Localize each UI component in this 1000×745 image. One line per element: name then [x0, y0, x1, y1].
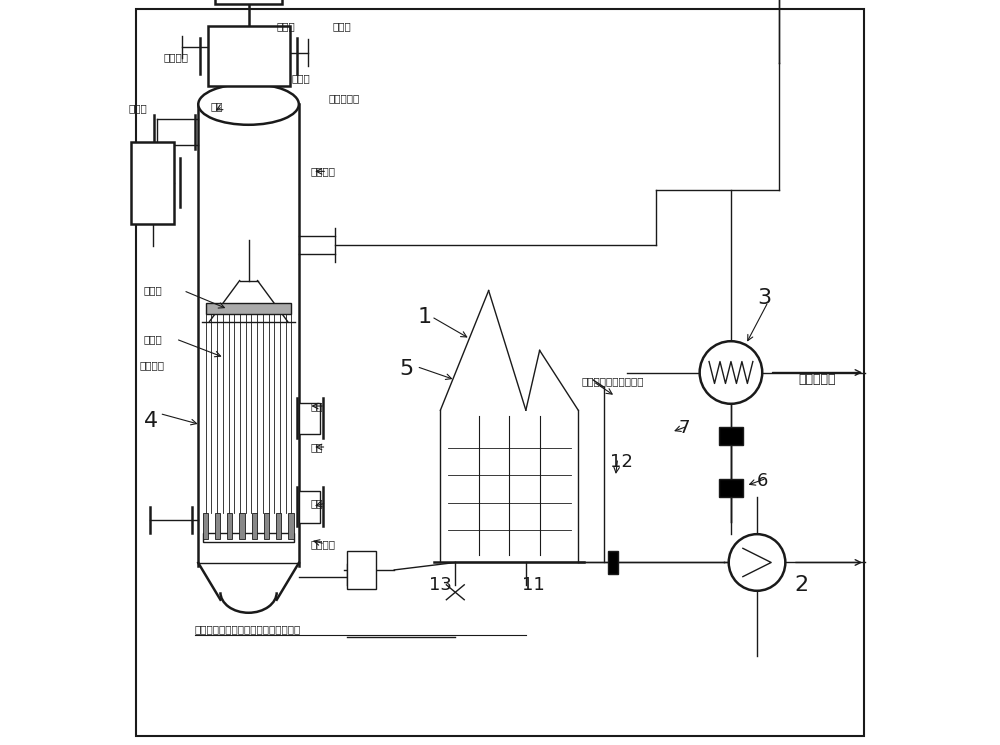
Bar [203, 533, 294, 542]
Text: 储电箱: 储电箱 [129, 103, 148, 113]
Text: 人孔: 人孔 [211, 101, 223, 112]
Bar [288, 513, 294, 539]
Text: 煤气入口: 煤气入口 [139, 360, 164, 370]
Text: 2: 2 [794, 575, 808, 595]
Text: 6: 6 [757, 472, 768, 489]
Text: 氮气入口: 氮气入口 [163, 52, 188, 63]
Text: 4: 4 [144, 411, 158, 431]
Text: 焦油出口: 焦油出口 [310, 539, 335, 549]
Bar [239, 513, 245, 539]
Text: 放散口: 放散口 [291, 73, 310, 83]
Bar [252, 513, 257, 539]
Text: 7: 7 [679, 419, 690, 437]
Text: 13: 13 [429, 576, 452, 594]
Text: 5: 5 [399, 359, 414, 378]
Text: 燃气出口: 燃气出口 [310, 166, 335, 177]
Text: 11: 11 [522, 576, 545, 594]
Bar [215, 513, 220, 539]
Bar [347, 551, 376, 589]
Text: 绝缘箱: 绝缘箱 [332, 21, 351, 31]
Text: 电晕线: 电晕线 [144, 285, 163, 296]
Text: 1: 1 [418, 307, 432, 326]
Bar [719, 479, 743, 497]
Bar [208, 26, 290, 86]
Bar [299, 403, 320, 434]
Bar [215, 0, 282, 4]
Circle shape [700, 341, 762, 404]
Text: 含焦油和萘的混合物送焦油氨水分离槽: 含焦油和萘的混合物送焦油氨水分离槽 [195, 624, 301, 635]
Text: 人孔: 人孔 [310, 442, 323, 452]
Bar [719, 427, 743, 445]
Text: 清洗液入口: 清洗液入口 [329, 93, 360, 104]
Bar [264, 513, 269, 539]
Text: 12: 12 [610, 453, 633, 471]
Ellipse shape [198, 84, 299, 125]
Bar [299, 492, 320, 523]
Text: 去脱苯工段: 去脱苯工段 [798, 373, 835, 387]
Text: 放散口: 放散口 [276, 21, 295, 31]
Bar [206, 303, 291, 314]
Bar [131, 142, 174, 224]
Bar [608, 551, 618, 574]
Bar [276, 513, 281, 539]
Circle shape [729, 534, 785, 591]
Bar [227, 513, 232, 539]
Text: 壳体: 壳体 [310, 401, 323, 411]
Text: 人孔: 人孔 [310, 498, 323, 508]
Bar [203, 513, 208, 539]
Text: 沉淀极: 沉淀极 [144, 334, 163, 344]
Text: 来自终冷洗苯富油入口: 来自终冷洗苯富油入口 [582, 376, 644, 387]
Text: 3: 3 [757, 288, 771, 308]
